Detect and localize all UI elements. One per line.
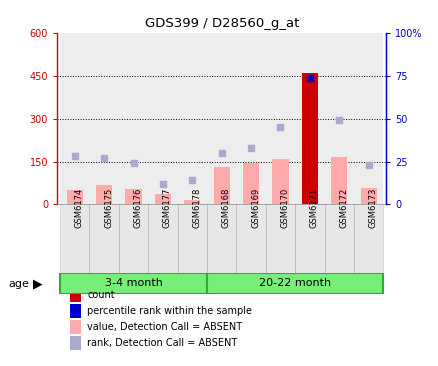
Text: age: age xyxy=(9,279,30,289)
Text: percentile rank within the sample: percentile rank within the sample xyxy=(87,306,252,316)
Bar xyxy=(301,73,317,204)
Bar xyxy=(177,33,207,204)
Bar xyxy=(60,33,89,204)
Point xyxy=(335,117,342,123)
Point xyxy=(71,153,78,159)
Text: rank, Detection Call = ABSENT: rank, Detection Call = ABSENT xyxy=(87,338,237,348)
Bar xyxy=(119,33,148,204)
Bar xyxy=(125,188,141,204)
Bar xyxy=(213,167,229,204)
Bar xyxy=(70,320,81,334)
Bar xyxy=(184,200,200,204)
Bar xyxy=(70,304,81,318)
Bar xyxy=(207,33,236,204)
Text: GSM6178: GSM6178 xyxy=(192,188,201,228)
Bar xyxy=(70,336,81,350)
Bar xyxy=(353,33,382,204)
Bar xyxy=(294,204,324,273)
Title: GDS399 / D28560_g_at: GDS399 / D28560_g_at xyxy=(144,17,298,30)
Bar xyxy=(60,273,207,294)
Bar xyxy=(243,163,258,204)
Text: 20-22 month: 20-22 month xyxy=(258,279,331,288)
Text: GSM6172: GSM6172 xyxy=(339,188,347,228)
Bar xyxy=(148,204,177,273)
Text: GSM6169: GSM6169 xyxy=(251,188,259,228)
Bar xyxy=(155,194,170,204)
Bar xyxy=(89,204,119,273)
Text: GSM6168: GSM6168 xyxy=(221,188,230,228)
Point xyxy=(247,145,254,151)
Bar xyxy=(324,33,353,204)
Bar xyxy=(265,204,294,273)
Bar xyxy=(207,204,236,273)
Bar xyxy=(294,33,324,204)
Bar xyxy=(360,188,376,204)
Point xyxy=(188,178,195,183)
Bar xyxy=(148,33,177,204)
Text: GSM6173: GSM6173 xyxy=(368,188,377,228)
Text: value, Detection Call = ABSENT: value, Detection Call = ABSENT xyxy=(87,322,242,332)
Bar xyxy=(353,204,382,273)
Text: GSM6171: GSM6171 xyxy=(309,188,318,228)
Bar xyxy=(177,204,207,273)
Text: ▶: ▶ xyxy=(33,277,42,290)
Text: 3-4 month: 3-4 month xyxy=(104,279,162,288)
Bar xyxy=(60,204,89,273)
Bar xyxy=(236,33,265,204)
Bar xyxy=(70,287,81,302)
Bar xyxy=(272,159,288,204)
Point xyxy=(364,162,371,168)
Text: GSM6176: GSM6176 xyxy=(133,188,142,228)
Point xyxy=(218,150,225,156)
Text: GSM6170: GSM6170 xyxy=(280,188,289,228)
Point xyxy=(306,75,313,81)
Text: count: count xyxy=(87,290,115,299)
Bar xyxy=(236,204,265,273)
Point xyxy=(159,181,166,187)
Bar xyxy=(96,185,112,204)
Point xyxy=(100,155,107,161)
Bar xyxy=(67,190,83,204)
Point xyxy=(130,160,137,166)
Bar xyxy=(330,157,346,204)
Bar xyxy=(207,273,382,294)
Text: GSM6174: GSM6174 xyxy=(74,188,84,228)
Text: GSM6177: GSM6177 xyxy=(162,188,172,228)
Bar xyxy=(324,204,353,273)
Bar xyxy=(89,33,119,204)
Point xyxy=(276,124,283,130)
Bar xyxy=(119,204,148,273)
Bar xyxy=(265,33,294,204)
Text: GSM6175: GSM6175 xyxy=(104,188,113,228)
